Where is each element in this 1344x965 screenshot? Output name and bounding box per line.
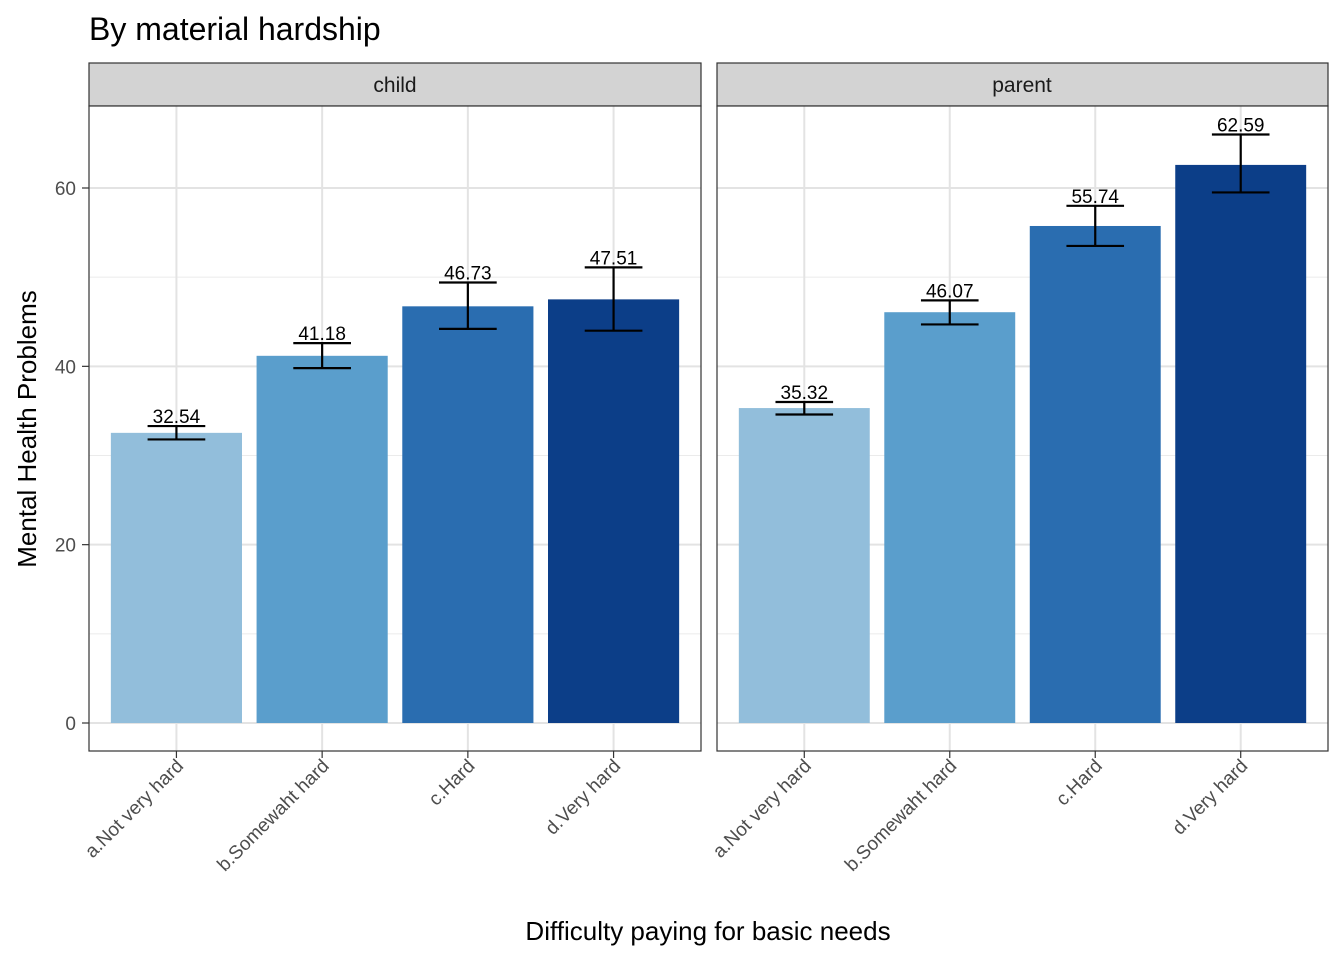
x-tick-label-parent-4: d.Very hard <box>1169 756 1253 840</box>
error-bar-child-4 <box>584 266 643 332</box>
x-axis-title: Difficulty paying for basic needs <box>525 916 890 946</box>
data-label-parent-3: 55.74 <box>1071 187 1119 208</box>
strip-background <box>88 62 702 107</box>
error-bar-parent-1 <box>775 400 834 416</box>
x-axis-child: a.Not very hard b.Somewaht hard c.Hard d.Ve… <box>81 751 625 876</box>
bar-parent-2 <box>884 312 1016 723</box>
bars <box>738 164 1307 724</box>
data-label-parent-4: 62.59 <box>1217 116 1265 137</box>
data-label-child-1: 32.54 <box>153 407 201 428</box>
data-label-child-4: 47.51 <box>590 248 638 269</box>
y-tick-label: 0 <box>65 714 76 735</box>
error-bar-child-2 <box>293 342 351 370</box>
bars <box>110 299 680 723</box>
strip-label-parent: parent <box>992 74 1052 97</box>
error-bars <box>775 133 1270 416</box>
bar-parent-3 <box>1029 225 1161 724</box>
error-bars <box>147 266 643 441</box>
bar-child-1 <box>110 432 242 723</box>
bar-parent-4 <box>1175 164 1307 724</box>
x-tick-label-child-2: b.Somewaht hard <box>214 756 334 876</box>
data-label-child-2: 41.18 <box>298 324 346 345</box>
x-tick-label-parent-2: b.Somewaht hard <box>841 756 961 876</box>
strip-label-child: child <box>373 74 416 97</box>
error-bar-parent-3 <box>1066 204 1125 248</box>
y-axis-title: Mental Health Problems <box>12 290 42 567</box>
error-bar-parent-4 <box>1211 133 1270 194</box>
bar-parent-1 <box>738 408 870 723</box>
panel-child: child 32.54 41.18 46.73 47.51 a.Not very ha… <box>81 62 702 876</box>
x-tick-label-child-1: a.Not very hard <box>81 756 188 863</box>
x-tick-label-child-3: c.Hard <box>425 756 479 810</box>
bar-child-4 <box>548 299 680 723</box>
error-bar-parent-2 <box>920 299 979 326</box>
x-tick-label-parent-1: a.Not very hard <box>709 756 816 863</box>
data-labels: 32.54 41.18 46.73 47.51 <box>153 248 638 428</box>
strip-background <box>716 62 1329 107</box>
bar-child-2 <box>256 355 388 723</box>
y-tick-label: 20 <box>55 536 76 557</box>
y-tick-label: 60 <box>55 179 76 200</box>
chart-title: By material hardship <box>89 11 381 47</box>
error-bar-child-1 <box>147 424 206 441</box>
panel-border <box>716 105 1329 752</box>
y-axis: 0 20 40 60 <box>55 179 89 735</box>
data-label-parent-1: 35.32 <box>781 383 829 404</box>
x-tick-label-parent-3: c.Hard <box>1052 756 1106 810</box>
error-bar-child-3 <box>439 281 497 330</box>
data-label-parent-2: 46.07 <box>926 281 974 302</box>
y-tick-label: 40 <box>55 357 76 378</box>
panel-border <box>88 105 702 752</box>
bar-child-3 <box>402 306 534 723</box>
panel-parent: parent 35.32 46.07 55.74 62.59 a.Not very h… <box>709 62 1329 876</box>
x-tick-label-child-4: d.Very hard <box>542 756 626 840</box>
data-labels: 35.32 46.07 55.74 62.59 <box>781 116 1265 405</box>
data-label-child-3: 46.73 <box>444 264 492 285</box>
x-axis-parent: a.Not very hard b.Somewaht hard c.Hard d.Ve… <box>709 751 1252 876</box>
